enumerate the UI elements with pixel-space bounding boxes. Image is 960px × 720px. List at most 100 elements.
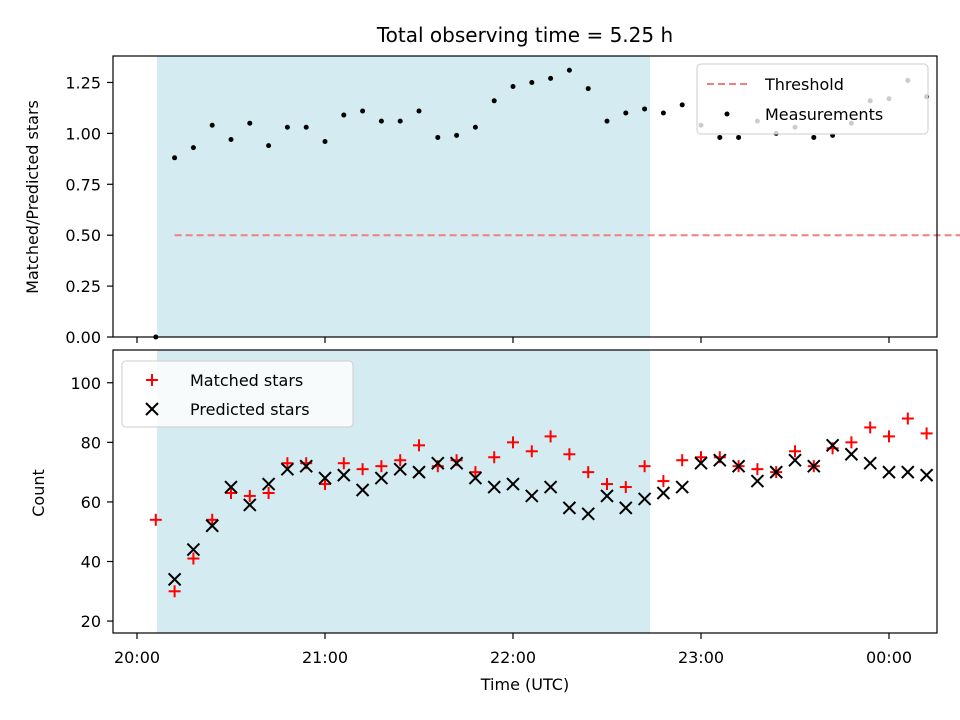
- matched-star-marker: [864, 421, 877, 434]
- predicted-star-marker: [318, 471, 332, 485]
- measurement-point: [548, 75, 554, 81]
- predicted-star-marker: [167, 572, 182, 587]
- bottom-panel: Count Time (UTC) 20 40 60 80 100 20:00 21:00 22…: [29, 349, 938, 694]
- matched-star-marker: [206, 513, 219, 526]
- predicted-legend-label: Predicted stars: [190, 400, 310, 419]
- predicted-star-marker: [355, 483, 370, 497]
- measurement-point: [491, 98, 497, 104]
- measurement-point: [623, 110, 629, 116]
- predicted-star-marker: [525, 489, 539, 503]
- predicted-star-marker: [619, 501, 633, 515]
- predicted-star-marker: [788, 453, 802, 467]
- measurement-point: [266, 143, 272, 149]
- measurement-point: [378, 118, 384, 124]
- measurement-point: [736, 134, 742, 140]
- matched-star-marker: [638, 460, 651, 473]
- bottom-plot-frame: [112, 349, 938, 634]
- x-tick-label: 20:00: [114, 648, 160, 667]
- bottom-legend-box: [121, 360, 354, 428]
- predicted-star-marker: [562, 501, 577, 515]
- predicted-star-marker: [731, 459, 746, 473]
- measurement-point: [811, 134, 817, 140]
- measurement-point: [510, 84, 516, 90]
- predicted-star-marker: [901, 465, 915, 479]
- predicted-star-marker: [468, 471, 483, 485]
- measurement-point: [322, 139, 328, 145]
- matched-star-marker: [319, 478, 331, 491]
- predicted-star-marker: [656, 486, 671, 500]
- predicted-star-marker: [412, 465, 426, 479]
- matched-star-marker: [337, 457, 350, 470]
- predicted-star-marker: [882, 465, 896, 479]
- matched-star-marker: [187, 552, 200, 565]
- predicted-star-marker: [205, 519, 219, 533]
- bottom-y-tick-label: 60: [81, 493, 101, 512]
- matched-star-marker: [563, 448, 576, 461]
- matched-star-marker: [469, 466, 482, 479]
- predicted-star-marker: [713, 453, 727, 467]
- x-axis-label: Time (UTC): [480, 675, 569, 694]
- measurement-point: [660, 110, 666, 116]
- bottom-legend: Matched stars Predicted stars: [121, 360, 354, 428]
- predicted-star-marker: [769, 465, 783, 479]
- measurement-point: [472, 124, 478, 130]
- top-y-tick-label: 1.25: [65, 73, 101, 92]
- matched-star-marker: [845, 436, 858, 449]
- measurement-point: [717, 134, 723, 140]
- predicted-star-marker: [807, 459, 821, 473]
- matched-star-marker: [883, 430, 895, 443]
- bottom-y-tick-label: 80: [81, 433, 101, 452]
- matched-star-marker: [582, 466, 595, 479]
- measurement-point: [190, 145, 196, 151]
- measurement-point: [604, 118, 610, 124]
- measurement-point: [566, 67, 572, 73]
- predicted-star-marker: [243, 498, 257, 512]
- bottom-y-tick-label: 20: [81, 612, 101, 631]
- predicted-star-marker: [694, 456, 708, 470]
- top-shaded-region: [157, 56, 650, 337]
- matched-legend-swatch: [146, 374, 158, 386]
- matched-star-marker: [751, 463, 764, 476]
- predicted-star-marker: [449, 456, 464, 470]
- matched-star-marker: [413, 439, 425, 452]
- predicted-star-marker: [543, 480, 558, 494]
- measurement-point: [454, 132, 460, 138]
- predicted-star-marker: [431, 456, 445, 470]
- bottom-y-tick-label: 100: [70, 374, 101, 393]
- matched-star-marker: [168, 585, 181, 598]
- predicted-star-marker: [919, 468, 934, 482]
- matched-star-marker: [507, 436, 519, 449]
- predicted-star-marker: [224, 480, 238, 494]
- top-y-tick-label: 0.50: [65, 226, 101, 245]
- predicted-star-marker: [299, 459, 313, 473]
- matched-star-marker: [789, 445, 801, 458]
- predicted-star-marker: [393, 462, 407, 476]
- measurement-point: [303, 124, 309, 130]
- predicted-star-marker: [581, 507, 595, 521]
- predicted-star-marker: [863, 456, 877, 470]
- predicted-star-marker: [280, 462, 295, 476]
- x-tick-label: 21:00: [302, 648, 348, 667]
- predicted-star-marker: [600, 489, 614, 503]
- measurements-legend-label: Measurements: [765, 105, 883, 124]
- bottom-series-group: [149, 412, 934, 598]
- measurement-point: [642, 106, 648, 112]
- measurement-point: [247, 120, 253, 126]
- top-chart-title: Total observing time = 5.25 h: [376, 23, 673, 47]
- measurement-point: [529, 79, 535, 85]
- bottom-ticks: 2040608010020:0021:0022:0023:0000:0001:0…: [70, 374, 912, 667]
- matched-star-marker: [676, 454, 689, 467]
- predicted-star-marker: [506, 477, 520, 491]
- x-tick-label: 00:00: [866, 648, 912, 667]
- predicted-star-marker: [675, 480, 689, 494]
- predicted-legend-swatch: [145, 402, 159, 416]
- matched-star-marker: [657, 475, 670, 488]
- matched-star-marker: [243, 489, 256, 502]
- predicted-star-marker: [186, 542, 201, 557]
- x-tick-label: 23:00: [678, 648, 724, 667]
- top-y-tick-label: 0.75: [65, 175, 101, 194]
- matched-star-marker: [601, 478, 613, 491]
- matched-star-marker: [281, 457, 294, 470]
- threshold-legend-label: Threshold: [764, 75, 844, 94]
